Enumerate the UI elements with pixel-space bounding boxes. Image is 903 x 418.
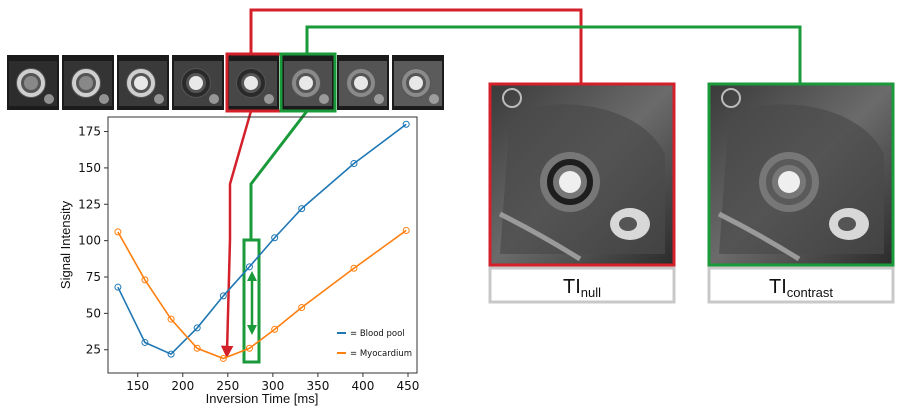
thumbnail-image <box>282 55 334 110</box>
myocardium-point <box>245 344 253 352</box>
x-tick-label: 200 <box>171 379 194 393</box>
y-tick-label: 150 <box>78 161 101 175</box>
x-tick-label: 300 <box>261 379 284 393</box>
y-tick-label: 50 <box>86 306 101 320</box>
thumbnail-image <box>117 55 169 110</box>
y-tick-label: 75 <box>86 270 101 284</box>
blood-pool-series-line <box>117 123 407 356</box>
blood-pool-point <box>245 263 253 271</box>
blood-pool-point <box>271 234 279 242</box>
y-tick-label: 100 <box>78 234 101 248</box>
thumbnail-image <box>392 55 444 110</box>
ti-null-panel: TInull <box>488 82 676 304</box>
myocardium-point <box>114 228 122 236</box>
contrast-connector-top <box>305 25 802 84</box>
myocardium-point <box>350 264 358 272</box>
thumbnail-image <box>227 55 279 110</box>
y-tick-label: 25 <box>86 343 101 357</box>
thumbnail-image <box>7 55 59 110</box>
legend: = Blood pool = Myocardium <box>337 329 412 359</box>
thumbnail-image <box>337 55 389 110</box>
x-tick-label: 450 <box>397 379 420 393</box>
myocardium-point <box>402 226 410 234</box>
contrast-connector-down <box>249 110 309 240</box>
x-tick-label: 150 <box>126 379 149 393</box>
myocardium-point <box>298 304 306 312</box>
signal-chart: 150 200 250 300 350 400 450 25 50 75 100 125 150 175… <box>58 116 419 406</box>
ti-contrast-label-main: TI <box>769 276 787 298</box>
ti-null-label-sub: null <box>581 285 601 300</box>
connector-lines <box>220 8 802 364</box>
blood-pool-point <box>193 324 201 332</box>
blood-pool-point <box>167 350 175 358</box>
blood-pool-point <box>219 292 227 300</box>
thumbnail-image <box>172 55 224 110</box>
ti-contrast-image <box>717 88 884 262</box>
y-axis-label: Signal Intensity <box>58 200 73 289</box>
ti-null-image <box>498 88 665 262</box>
y-axis-ticks: 25 50 75 100 125 150 175 <box>78 125 108 357</box>
thumbnail-strip <box>7 52 444 113</box>
null-connector-down <box>220 110 253 359</box>
ti-null-label-box <box>488 266 676 304</box>
contrast-box <box>242 238 261 364</box>
blood-pool-point <box>298 205 306 213</box>
blood-pool-legend-label: = Blood pool <box>350 329 405 339</box>
null-connector-top <box>249 8 583 84</box>
ti-contrast-label: TIcontrast <box>769 276 833 300</box>
myocardium-point <box>193 344 201 352</box>
ti-contrast-label-sub: contrast <box>787 285 834 300</box>
y-tick-label: 175 <box>78 125 101 139</box>
ti-null-label: TInull <box>563 276 601 300</box>
x-axis-label: Inversion Time [ms] <box>206 391 319 406</box>
blood-pool-point <box>402 120 410 128</box>
x-tick-label: 350 <box>306 379 329 393</box>
blood-pool-point <box>350 160 358 168</box>
thumbnail-image <box>62 55 114 110</box>
x-axis-ticks: 150 200 250 300 350 400 450 <box>126 373 419 393</box>
myocardium-point <box>167 315 175 323</box>
x-tick-label: 250 <box>216 379 239 393</box>
ti-contrast-label-box <box>707 266 895 304</box>
ti-contrast-panel: TIcontrast <box>707 82 895 304</box>
blood-pool-point <box>141 338 149 346</box>
plot-frame <box>107 116 418 374</box>
series-layer <box>114 120 410 362</box>
blood-pool-point <box>114 283 122 291</box>
x-tick-label: 400 <box>351 379 374 393</box>
myocardium-series-line <box>117 229 407 360</box>
myocardium-point <box>141 276 149 284</box>
myocardium-point <box>271 325 279 333</box>
myocardium-point <box>219 354 227 362</box>
y-tick-label: 125 <box>78 197 101 211</box>
myocardium-legend-label: = Myocardium <box>350 349 412 359</box>
ti-null-label-main: TI <box>563 276 581 298</box>
